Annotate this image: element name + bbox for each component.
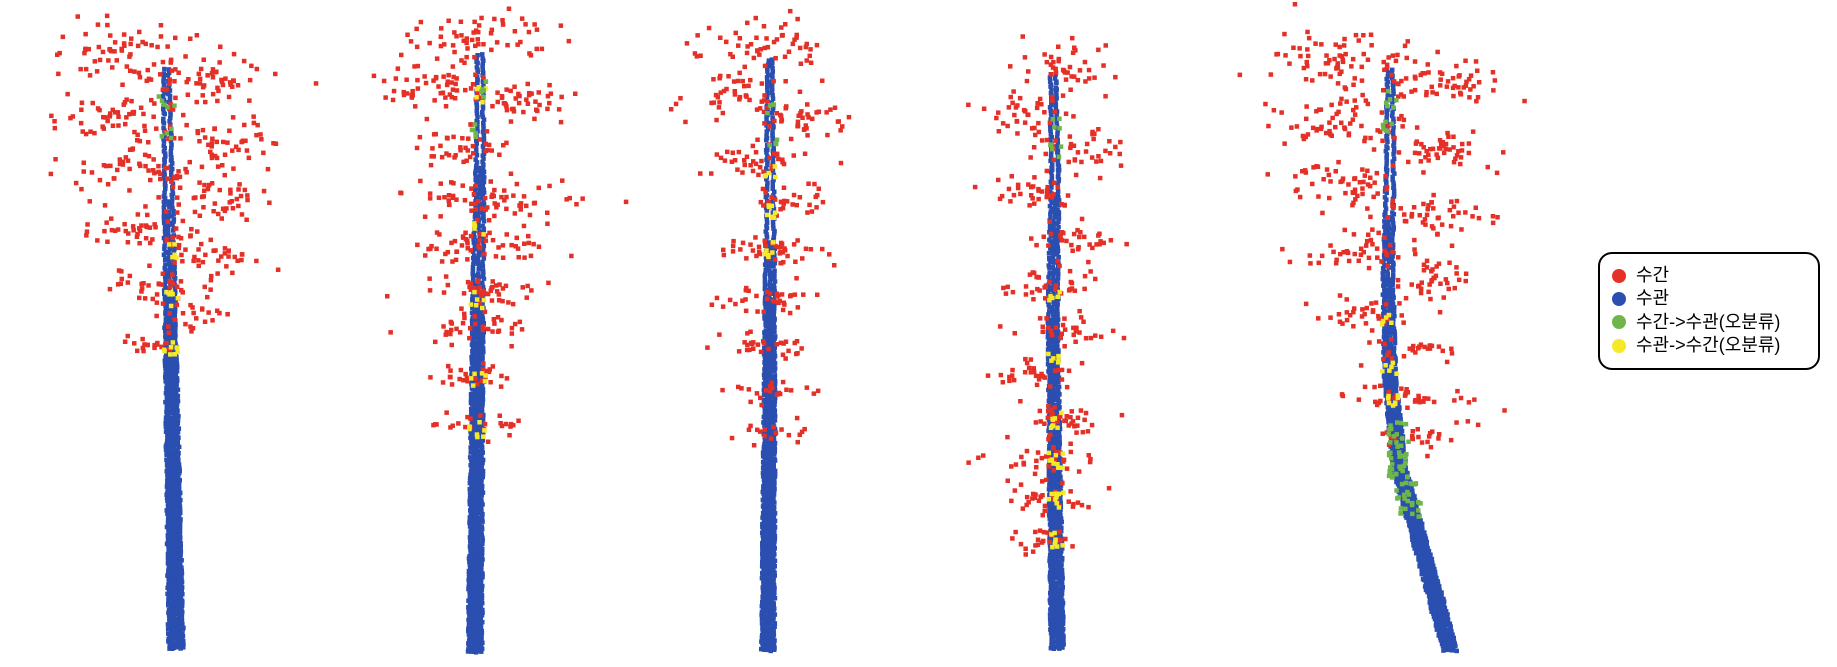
figure-root: 수간 수관 수간->수관(오분류) 수관->수간(오분류) — [0, 0, 1837, 667]
tree-panel — [330, 0, 630, 660]
legend-item-err-sc: 수간->수관(오분류) — [1612, 311, 1802, 334]
tree-scatter — [330, 0, 630, 660]
tree-panel — [1190, 0, 1570, 660]
legend-marker-stem — [1612, 292, 1626, 306]
legend-marker-err-sc — [1612, 315, 1626, 329]
legend-label-err-cs: 수관->수간(오분류) — [1636, 334, 1780, 357]
legend-item-crown: 수간 — [1612, 264, 1802, 287]
legend: 수간 수관 수간->수관(오분류) 수관->수간(오분류) — [1598, 252, 1820, 370]
tree-panel — [905, 0, 1205, 660]
legend-label-stem: 수관 — [1636, 287, 1669, 310]
legend-marker-crown — [1612, 269, 1626, 283]
legend-item-err-cs: 수관->수간(오분류) — [1612, 334, 1802, 357]
legend-item-stem: 수관 — [1612, 287, 1802, 310]
tree-panel — [620, 0, 920, 660]
tree-scatter — [620, 0, 920, 660]
tree-scatter — [1190, 0, 1570, 660]
tree-scatter — [20, 0, 320, 660]
legend-label-crown: 수간 — [1636, 264, 1669, 287]
legend-label-err-sc: 수간->수관(오분류) — [1636, 311, 1780, 334]
tree-scatter — [905, 0, 1205, 660]
legend-marker-err-cs — [1612, 339, 1626, 353]
tree-panel — [20, 0, 320, 660]
